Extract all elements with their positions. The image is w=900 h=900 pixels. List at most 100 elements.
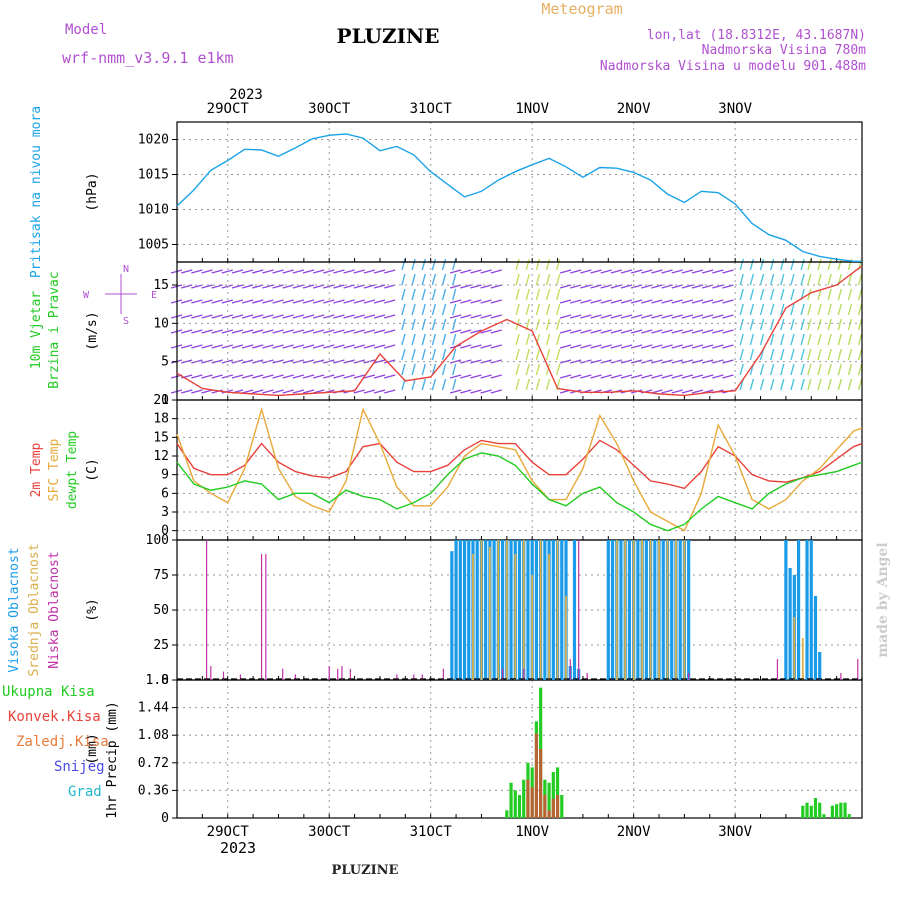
wind-barb	[431, 288, 437, 301]
wind-barb	[241, 344, 254, 349]
low-cloud-bar	[413, 674, 415, 680]
wind-barb	[515, 348, 520, 361]
wind-barb	[460, 284, 472, 289]
wind-barb	[201, 329, 213, 334]
total-precip-bar	[830, 805, 835, 818]
wind-barb	[191, 314, 203, 319]
wind-barb	[333, 314, 345, 319]
wind-barb	[759, 333, 765, 346]
wind-speed-line	[176, 265, 863, 397]
wind-barb	[691, 269, 704, 274]
wind-barb	[712, 374, 724, 379]
y-tick-label: 1.44	[138, 701, 169, 716]
high-cloud-bar	[619, 540, 623, 680]
wind-barb	[525, 258, 530, 271]
total-precip-bar	[505, 810, 509, 818]
mid-cloud-bar	[548, 554, 550, 680]
wind-barb	[759, 378, 765, 391]
wind-barb	[807, 318, 812, 331]
wind-barb	[780, 288, 785, 301]
wind-barb	[353, 299, 365, 304]
wind-axis-title-1: 10m Vjetar	[29, 291, 44, 369]
high-cloud-bar	[500, 540, 505, 680]
wind-barb	[641, 284, 653, 289]
wind-barb	[470, 329, 482, 334]
wind-barb	[641, 269, 653, 274]
wind-barb	[620, 299, 633, 304]
wind-barb	[630, 314, 643, 319]
wind-barb	[441, 333, 447, 346]
wind-barb	[302, 389, 315, 394]
wind-barb	[847, 378, 853, 391]
wind-barb	[641, 374, 653, 379]
wind-barb	[449, 299, 462, 304]
wind-barb	[460, 389, 472, 394]
wind-barb	[535, 348, 541, 361]
wind-barb	[769, 348, 775, 361]
wind-barb	[545, 258, 551, 271]
wind-barb	[535, 318, 541, 331]
wind-barb	[807, 303, 812, 316]
wind-barb	[302, 284, 315, 289]
mid-cloud-bar	[505, 540, 508, 680]
wind-barb	[790, 348, 795, 361]
y-tick-label: 18	[153, 412, 169, 427]
wind-barb	[712, 299, 724, 304]
sfc-temp-axis-title: SFC Temp	[47, 439, 62, 502]
wind-barb	[749, 333, 755, 346]
wind-barb	[191, 284, 203, 289]
wind-barb	[282, 299, 294, 304]
wind-barb	[620, 284, 633, 289]
wind-barb	[559, 359, 572, 364]
wind-barb	[651, 374, 663, 379]
wind-barb	[452, 363, 457, 376]
wind-barb	[181, 329, 193, 334]
wind-barb	[559, 329, 572, 334]
total-precip-bar	[801, 805, 805, 818]
wind-barb	[231, 329, 244, 334]
wind-barb	[545, 288, 551, 301]
wind-barb	[211, 329, 223, 334]
wind-barb	[343, 269, 355, 274]
conv-precip-bar	[547, 810, 551, 818]
wind-barb	[590, 314, 602, 319]
wind-barb	[282, 389, 294, 394]
wind-barb	[780, 348, 785, 361]
x-axis-bottom-label: 2NOV	[617, 824, 651, 840]
total-precip-bar	[835, 804, 839, 818]
wind-barb	[363, 299, 376, 304]
wind-barb	[759, 318, 765, 331]
wind-barb	[490, 344, 502, 349]
sfc-temp-line	[176, 406, 863, 532]
wind-barb	[373, 284, 386, 289]
high-cloud-bar	[636, 540, 640, 680]
wind-barb	[661, 359, 673, 364]
wind-barb	[333, 299, 345, 304]
wind-barb	[620, 359, 633, 364]
dewpt-axis-title: dewpt Temp	[65, 431, 80, 509]
wind-barb	[590, 344, 602, 349]
wind-barb	[343, 359, 355, 364]
wind-barb	[671, 329, 683, 334]
high-cloud-bar	[610, 540, 615, 680]
total-precip-bar	[809, 805, 813, 818]
wind-barb	[460, 329, 472, 334]
wind-barb	[449, 329, 462, 334]
wind-barb	[769, 333, 775, 346]
mid-cloud-bar	[632, 540, 635, 680]
wind-barb	[749, 318, 755, 331]
wind-barb	[780, 363, 785, 376]
wind-barb	[363, 314, 376, 319]
wind-barb	[545, 273, 551, 286]
wind-barb	[262, 389, 274, 394]
wind-barb	[272, 389, 284, 394]
wind-barb	[302, 269, 315, 274]
total-precip-bar	[813, 798, 818, 818]
high-cloud-bar	[492, 540, 496, 680]
wind-barb	[691, 374, 704, 379]
wind-barb	[333, 329, 345, 334]
wind-barb	[790, 258, 795, 271]
wind-barb	[241, 269, 254, 274]
wind-barb	[490, 284, 502, 289]
wind-barb	[651, 359, 663, 364]
